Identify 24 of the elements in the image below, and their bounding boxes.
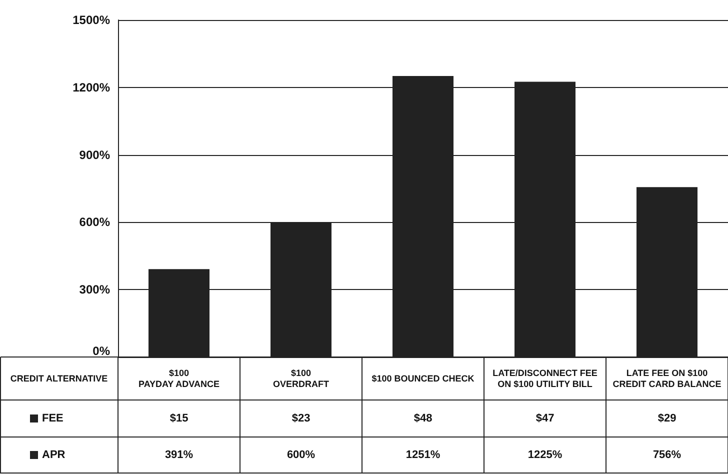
text: $29 (658, 412, 676, 424)
x-axis-title: CREDIT ALTERNATIVE (10, 374, 108, 384)
data-label: 600% (286, 449, 316, 461)
y-tick-label: 900% (79, 148, 110, 162)
y-tick-label: 1200% (72, 80, 110, 94)
text: $47 (536, 412, 554, 424)
legend-label: APR (42, 449, 66, 461)
data-label: 391% (164, 449, 194, 461)
x-tick-label: LATE FEE ON $100 CREDIT CARD BALANCE (612, 368, 722, 389)
x-tick-label: $100 BOUNCED CHECK (372, 374, 475, 384)
text: $23 (292, 412, 310, 424)
text: FEE (42, 412, 64, 424)
x-tick-label: $100 PAYDAY ADVANCE (138, 368, 220, 389)
data-label: 756% (652, 449, 682, 461)
x-tick-label: LATE/DISCONNECT FEE ON $100 UTILITY BILL (492, 368, 598, 389)
x-tick-label: $100 OVERDRAFT (273, 368, 330, 389)
data-label: 1225% (528, 449, 562, 461)
y-tick-label: 0% (92, 344, 110, 358)
data-label: 1251% (406, 449, 440, 461)
y-tick-label: 1500% (72, 13, 110, 27)
text: $48 (414, 412, 432, 424)
y-tick-label: 300% (79, 282, 110, 297)
text: $15 (170, 412, 188, 424)
y-tick-label: 600% (79, 215, 110, 230)
